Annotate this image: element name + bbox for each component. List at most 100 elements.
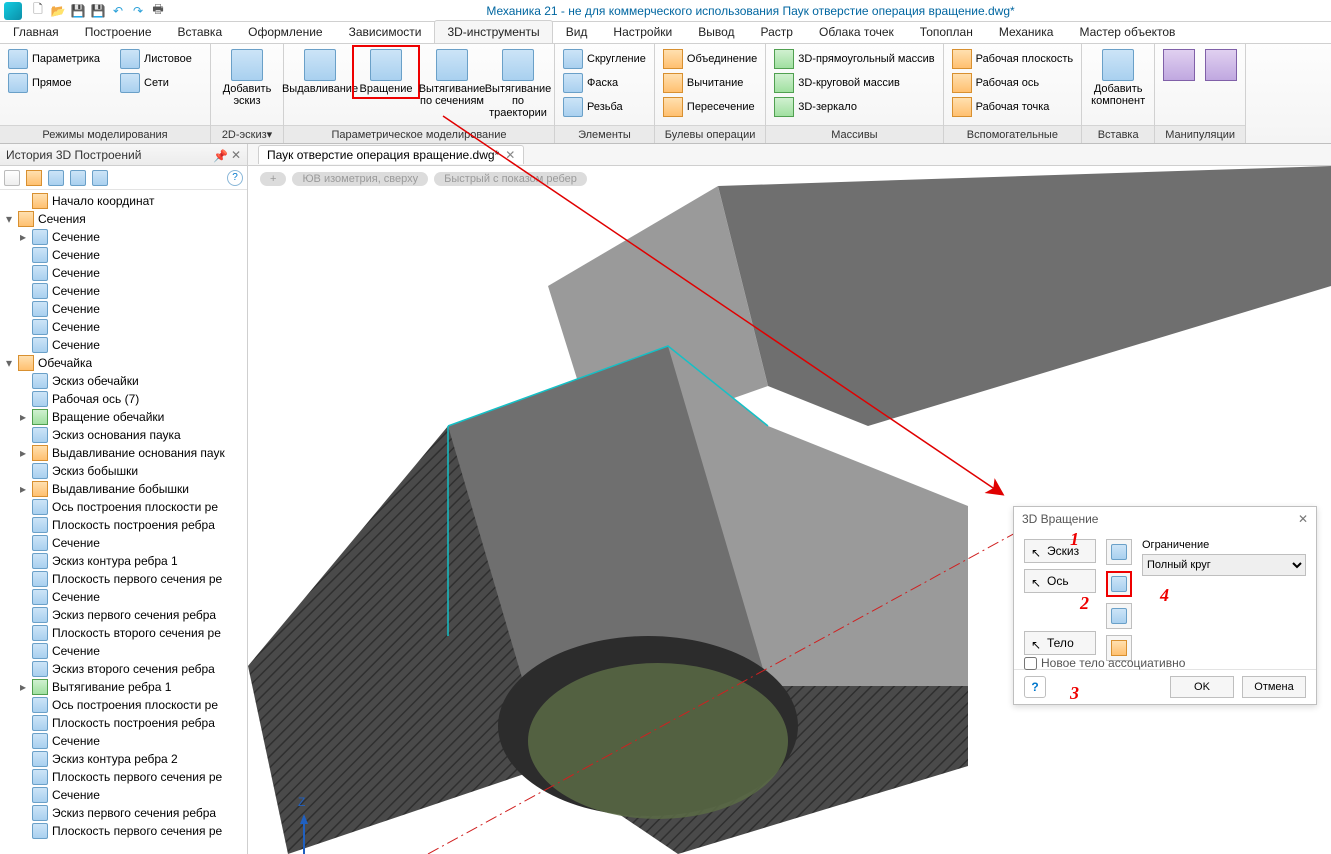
ribbon-button[interactable]: Объединение: [659, 47, 761, 71]
ribbon-button[interactable]: 3D-круговой массив: [770, 71, 938, 95]
ribbon-button[interactable]: Рабочая плоскость: [948, 47, 1078, 71]
chip-style[interactable]: Быстрый с показом ребер: [434, 172, 587, 186]
tree-row[interactable]: Сечение: [0, 786, 247, 804]
tree-row[interactable]: Сечение: [0, 282, 247, 300]
ribbon-button[interactable]: Листовое: [116, 47, 206, 71]
ribbon-button[interactable]: 3D-зеркало: [770, 95, 938, 119]
mode-union-button[interactable]: [1106, 539, 1132, 565]
tree-row[interactable]: Сечение: [0, 336, 247, 354]
tree-row[interactable]: Сечение: [0, 534, 247, 552]
tab-12[interactable]: Механика: [986, 20, 1067, 43]
ribbon-button[interactable]: Вращение: [354, 47, 418, 97]
ribbon-button[interactable]: Вычитание: [659, 71, 761, 95]
tree-row[interactable]: Сечение: [0, 300, 247, 318]
saveall-icon[interactable]: 💾: [90, 3, 106, 19]
tab-9[interactable]: Растр: [748, 20, 806, 43]
ok-button[interactable]: OK: [1170, 676, 1234, 698]
dialog-close-icon[interactable]: ✕: [1298, 512, 1308, 526]
ribbon-button[interactable]: 3D-прямоугольный массив: [770, 47, 938, 71]
tree-row[interactable]: Эскиз контура ребра 1: [0, 552, 247, 570]
ribbon-button[interactable]: Вытягиваниепо сечениям: [420, 47, 484, 109]
tree-row[interactable]: Сечение: [0, 588, 247, 606]
tree-row[interactable]: Плоскость первого сечения ре: [0, 822, 247, 840]
document-tab[interactable]: Паук отверстие операция вращение.dwg* ✕: [258, 145, 524, 164]
tab-5[interactable]: 3D-инструменты: [434, 20, 552, 43]
tab-2[interactable]: Вставка: [165, 20, 236, 43]
tree-row[interactable]: ▸Вытягивание ребра 1: [0, 678, 247, 696]
tree-row[interactable]: ▸Вращение обечайки: [0, 408, 247, 426]
pick-body-button[interactable]: ↖Тело: [1024, 631, 1096, 655]
ribbon-button[interactable]: Резьба: [559, 95, 650, 119]
tab-6[interactable]: Вид: [553, 20, 601, 43]
tree-row[interactable]: Начало координат: [0, 192, 247, 210]
ribbon-button[interactable]: Параметрика: [4, 47, 114, 71]
ribbon-button[interactable]: Скругление: [559, 47, 650, 71]
tree-row[interactable]: Плоскость построения ребра: [0, 516, 247, 534]
tree-row[interactable]: ▾Сечения: [0, 210, 247, 228]
tree-row[interactable]: Плоскость второго сечения ре: [0, 624, 247, 642]
tree-row[interactable]: Рабочая ось (7): [0, 390, 247, 408]
limit-combo[interactable]: Полный круг: [1142, 554, 1306, 576]
tree-row[interactable]: Сечение: [0, 246, 247, 264]
ribbon-button[interactable]: Рабочая ось: [948, 71, 1078, 95]
tab-8[interactable]: Вывод: [685, 20, 747, 43]
chip-add[interactable]: +: [260, 172, 286, 186]
ribbon-button[interactable]: [1201, 47, 1241, 85]
mode-intersect-button[interactable]: [1106, 603, 1132, 629]
tree-row[interactable]: Плоскость построения ребра: [0, 714, 247, 732]
tree-row[interactable]: Сечение: [0, 732, 247, 750]
tree-row[interactable]: Сечение: [0, 264, 247, 282]
tool-icon[interactable]: [26, 170, 42, 186]
help-button[interactable]: ?: [1024, 676, 1046, 698]
tool-icon[interactable]: [70, 170, 86, 186]
pick-axis-button[interactable]: ↖Ось: [1024, 569, 1096, 593]
chip-view[interactable]: ЮВ изометрия, сверху: [292, 172, 428, 186]
associative-checkbox[interactable]: Новое тело ассоциативно: [1024, 656, 1185, 670]
refresh-icon[interactable]: [48, 170, 64, 186]
tree-row[interactable]: Ось построения плоскости ре: [0, 498, 247, 516]
save-icon[interactable]: 💾: [70, 3, 86, 19]
tab-0[interactable]: Главная: [0, 20, 72, 43]
tree-row[interactable]: ▾Обечайка: [0, 354, 247, 372]
tree-row[interactable]: Сечение: [0, 642, 247, 660]
tab-11[interactable]: Топоплан: [907, 20, 986, 43]
tab-4[interactable]: Зависимости: [336, 20, 435, 43]
new-icon[interactable]: 🗋: [30, 3, 46, 19]
close-icon[interactable]: ✕: [505, 148, 515, 162]
ribbon-button[interactable]: Сети: [116, 71, 206, 95]
tree-row[interactable]: Плоскость первого сечения ре: [0, 570, 247, 588]
tab-3[interactable]: Оформление: [235, 20, 335, 43]
tree-row[interactable]: Эскиз обечайки: [0, 372, 247, 390]
tab-10[interactable]: Облака точек: [806, 20, 907, 43]
tree-row[interactable]: Эскиз первого сечения ребра: [0, 804, 247, 822]
tree-row[interactable]: Плоскость первого сечения ре: [0, 768, 247, 786]
redo-icon[interactable]: ↷: [130, 3, 146, 19]
close-icon[interactable]: ✕: [231, 148, 241, 162]
ribbon-button[interactable]: Добавитьэскиз: [215, 47, 279, 109]
ribbon-button[interactable]: Добавитькомпонент: [1086, 47, 1150, 109]
print-icon[interactable]: 🖶: [150, 3, 166, 19]
tab-7[interactable]: Настройки: [600, 20, 685, 43]
tree-row[interactable]: ▸Выдавливание основания паук: [0, 444, 247, 462]
tree-row[interactable]: Эскиз бобышки: [0, 462, 247, 480]
tree-row[interactable]: Эскиз второго сечения ребра: [0, 660, 247, 678]
tree-row[interactable]: Ось построения плоскости ре: [0, 696, 247, 714]
tree-row[interactable]: ▸Сечение: [0, 228, 247, 246]
tab-13[interactable]: Мастер объектов: [1066, 20, 1188, 43]
tab-1[interactable]: Построение: [72, 20, 165, 43]
filter-icon[interactable]: [4, 170, 20, 186]
tree-row[interactable]: Эскиз первого сечения ребра: [0, 606, 247, 624]
tree-row[interactable]: Эскиз основания паука: [0, 426, 247, 444]
pin-icon[interactable]: 📌: [213, 149, 225, 161]
mode-cut-button[interactable]: [1106, 571, 1132, 597]
tree-row[interactable]: ▸Выдавливание бобышки: [0, 480, 247, 498]
tree-row[interactable]: Сечение: [0, 318, 247, 336]
ribbon-button[interactable]: Выдавливание: [288, 47, 352, 97]
ribbon-button[interactable]: Вытягиваниепо траектории: [486, 47, 550, 121]
ribbon-button[interactable]: Рабочая точка: [948, 95, 1078, 119]
cancel-button[interactable]: Отмена: [1242, 676, 1306, 698]
ribbon-button[interactable]: [1159, 47, 1199, 85]
tree-row[interactable]: Эскиз контура ребра 2: [0, 750, 247, 768]
undo-icon[interactable]: ↶: [110, 3, 126, 19]
ribbon-button[interactable]: Фаска: [559, 71, 650, 95]
